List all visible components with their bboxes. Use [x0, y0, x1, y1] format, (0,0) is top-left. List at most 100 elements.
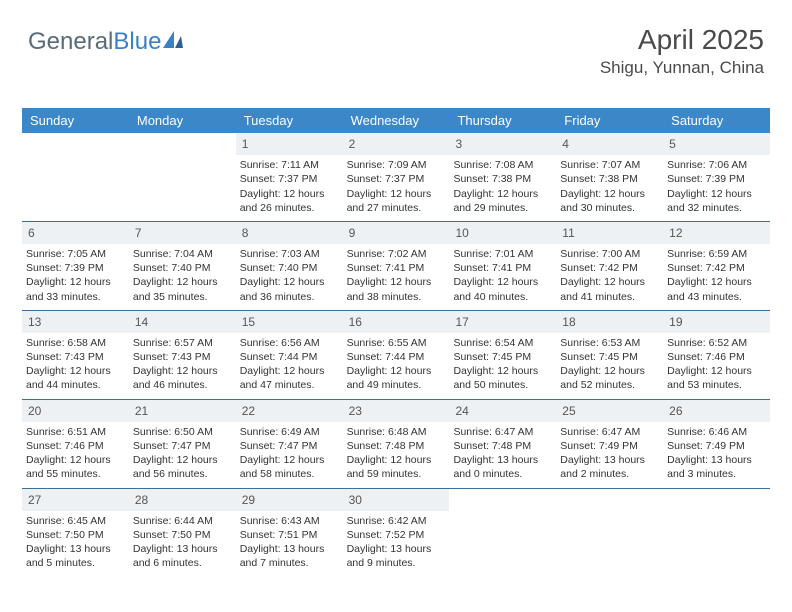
day-number: 7: [129, 222, 236, 244]
daylight-text: and 46 minutes.: [133, 378, 232, 392]
day-number: 16: [343, 311, 450, 333]
daylight-text: Daylight: 12 hours: [240, 453, 339, 467]
calendar-day: 30Sunrise: 6:42 AMSunset: 7:52 PMDayligh…: [343, 489, 450, 577]
day-number: 19: [663, 311, 770, 333]
day-number: 14: [129, 311, 236, 333]
day-number: 3: [449, 133, 556, 155]
daylight-text: and 40 minutes.: [453, 290, 552, 304]
daylight-text: Daylight: 13 hours: [453, 453, 552, 467]
logo-text-2: Blue: [113, 28, 161, 56]
day-number: 1: [236, 133, 343, 155]
daylight-text: Daylight: 12 hours: [240, 275, 339, 289]
daylight-text: and 29 minutes.: [453, 201, 552, 215]
calendar-day: 3Sunrise: 7:08 AMSunset: 7:38 PMDaylight…: [449, 133, 556, 221]
calendar-day: 5Sunrise: 7:06 AMSunset: 7:39 PMDaylight…: [663, 133, 770, 221]
sunrise-text: Sunrise: 6:52 AM: [667, 336, 766, 350]
sunset-text: Sunset: 7:44 PM: [347, 350, 446, 364]
daylight-text: Daylight: 12 hours: [240, 364, 339, 378]
daylight-text: Daylight: 12 hours: [133, 275, 232, 289]
sunrise-text: Sunrise: 7:04 AM: [133, 247, 232, 261]
sunrise-text: Sunrise: 6:44 AM: [133, 514, 232, 528]
day-header: Thursday: [449, 108, 556, 133]
day-number: 29: [236, 489, 343, 511]
day-header: Tuesday: [236, 108, 343, 133]
day-number: 27: [22, 489, 129, 511]
day-number: 6: [22, 222, 129, 244]
calendar-day: 6 Sunrise: 7:05 AMSunset: 7:39 PMDaylight…: [22, 222, 129, 310]
sunset-text: Sunset: 7:51 PM: [240, 528, 339, 542]
daylight-text: and 27 minutes.: [347, 201, 446, 215]
sunset-text: Sunset: 7:39 PM: [667, 172, 766, 186]
day-header-row: Sunday Monday Tuesday Wednesday Thursday…: [22, 108, 770, 133]
weeks-container: ..1Sunrise: 7:11 AMSunset: 7:37 PMDaylig…: [22, 133, 770, 576]
daylight-text: Daylight: 12 hours: [667, 187, 766, 201]
day-number: 17: [449, 311, 556, 333]
sunset-text: Sunset: 7:43 PM: [133, 350, 232, 364]
sunset-text: Sunset: 7:38 PM: [560, 172, 659, 186]
calendar-day: .: [22, 133, 129, 221]
sunrise-text: Sunrise: 7:11 AM: [240, 158, 339, 172]
daylight-text: and 52 minutes.: [560, 378, 659, 392]
sunset-text: Sunset: 7:49 PM: [667, 439, 766, 453]
calendar-day: 20Sunrise: 6:51 AMSunset: 7:46 PMDayligh…: [22, 400, 129, 488]
sunset-text: Sunset: 7:42 PM: [667, 261, 766, 275]
sunset-text: Sunset: 7:39 PM: [26, 261, 125, 275]
calendar-day: 16Sunrise: 6:55 AMSunset: 7:44 PMDayligh…: [343, 311, 450, 399]
sunset-text: Sunset: 7:37 PM: [240, 172, 339, 186]
sunrise-text: Sunrise: 7:09 AM: [347, 158, 446, 172]
sunrise-text: Sunrise: 7:01 AM: [453, 247, 552, 261]
calendar-day: 14Sunrise: 6:57 AMSunset: 7:43 PMDayligh…: [129, 311, 236, 399]
sunset-text: Sunset: 7:38 PM: [453, 172, 552, 186]
sunset-text: Sunset: 7:48 PM: [453, 439, 552, 453]
daylight-text: Daylight: 12 hours: [453, 275, 552, 289]
daylight-text: Daylight: 12 hours: [347, 275, 446, 289]
daylight-text: Daylight: 13 hours: [26, 542, 125, 556]
sunset-text: Sunset: 7:47 PM: [240, 439, 339, 453]
day-number: 12: [663, 222, 770, 244]
sunrise-text: Sunrise: 6:58 AM: [26, 336, 125, 350]
calendar-day: .: [129, 133, 236, 221]
day-number: 11: [556, 222, 663, 244]
day-number: 2: [343, 133, 450, 155]
daylight-text: and 0 minutes.: [453, 467, 552, 481]
sunrise-text: Sunrise: 7:05 AM: [26, 247, 125, 261]
daylight-text: and 49 minutes.: [347, 378, 446, 392]
sunset-text: Sunset: 7:47 PM: [133, 439, 232, 453]
day-number: 4: [556, 133, 663, 155]
calendar-day: 18Sunrise: 6:53 AMSunset: 7:45 PMDayligh…: [556, 311, 663, 399]
daylight-text: Daylight: 12 hours: [560, 187, 659, 201]
daylight-text: Daylight: 12 hours: [26, 275, 125, 289]
calendar-day: 7Sunrise: 7:04 AMSunset: 7:40 PMDaylight…: [129, 222, 236, 310]
week-row: 27Sunrise: 6:45 AMSunset: 7:50 PMDayligh…: [22, 489, 770, 577]
logo-sail-icon: [163, 28, 185, 56]
daylight-text: Daylight: 12 hours: [453, 187, 552, 201]
day-header: Monday: [129, 108, 236, 133]
day-number: 24: [449, 400, 556, 422]
day-header: Saturday: [663, 108, 770, 133]
sunset-text: Sunset: 7:37 PM: [347, 172, 446, 186]
daylight-text: and 3 minutes.: [667, 467, 766, 481]
calendar-day: 25Sunrise: 6:47 AMSunset: 7:49 PMDayligh…: [556, 400, 663, 488]
sunset-text: Sunset: 7:43 PM: [26, 350, 125, 364]
daylight-text: and 59 minutes.: [347, 467, 446, 481]
daylight-text: and 35 minutes.: [133, 290, 232, 304]
calendar-day: .: [556, 489, 663, 577]
sunrise-text: Sunrise: 6:51 AM: [26, 425, 125, 439]
day-number: 15: [236, 311, 343, 333]
daylight-text: Daylight: 13 hours: [667, 453, 766, 467]
calendar-day: 15Sunrise: 6:56 AMSunset: 7:44 PMDayligh…: [236, 311, 343, 399]
calendar-day: 19Sunrise: 6:52 AMSunset: 7:46 PMDayligh…: [663, 311, 770, 399]
daylight-text: and 44 minutes.: [26, 378, 125, 392]
daylight-text: and 56 minutes.: [133, 467, 232, 481]
sunrise-text: Sunrise: 6:55 AM: [347, 336, 446, 350]
calendar-day: 4Sunrise: 7:07 AMSunset: 7:38 PMDaylight…: [556, 133, 663, 221]
daylight-text: Daylight: 13 hours: [240, 542, 339, 556]
sunrise-text: Sunrise: 7:03 AM: [240, 247, 339, 261]
sunrise-text: Sunrise: 6:42 AM: [347, 514, 446, 528]
sunset-text: Sunset: 7:52 PM: [347, 528, 446, 542]
calendar-day: 17Sunrise: 6:54 AMSunset: 7:45 PMDayligh…: [449, 311, 556, 399]
sunrise-text: Sunrise: 7:02 AM: [347, 247, 446, 261]
page-title: April 2025: [600, 24, 764, 56]
sunrise-text: Sunrise: 6:54 AM: [453, 336, 552, 350]
daylight-text: Daylight: 13 hours: [560, 453, 659, 467]
